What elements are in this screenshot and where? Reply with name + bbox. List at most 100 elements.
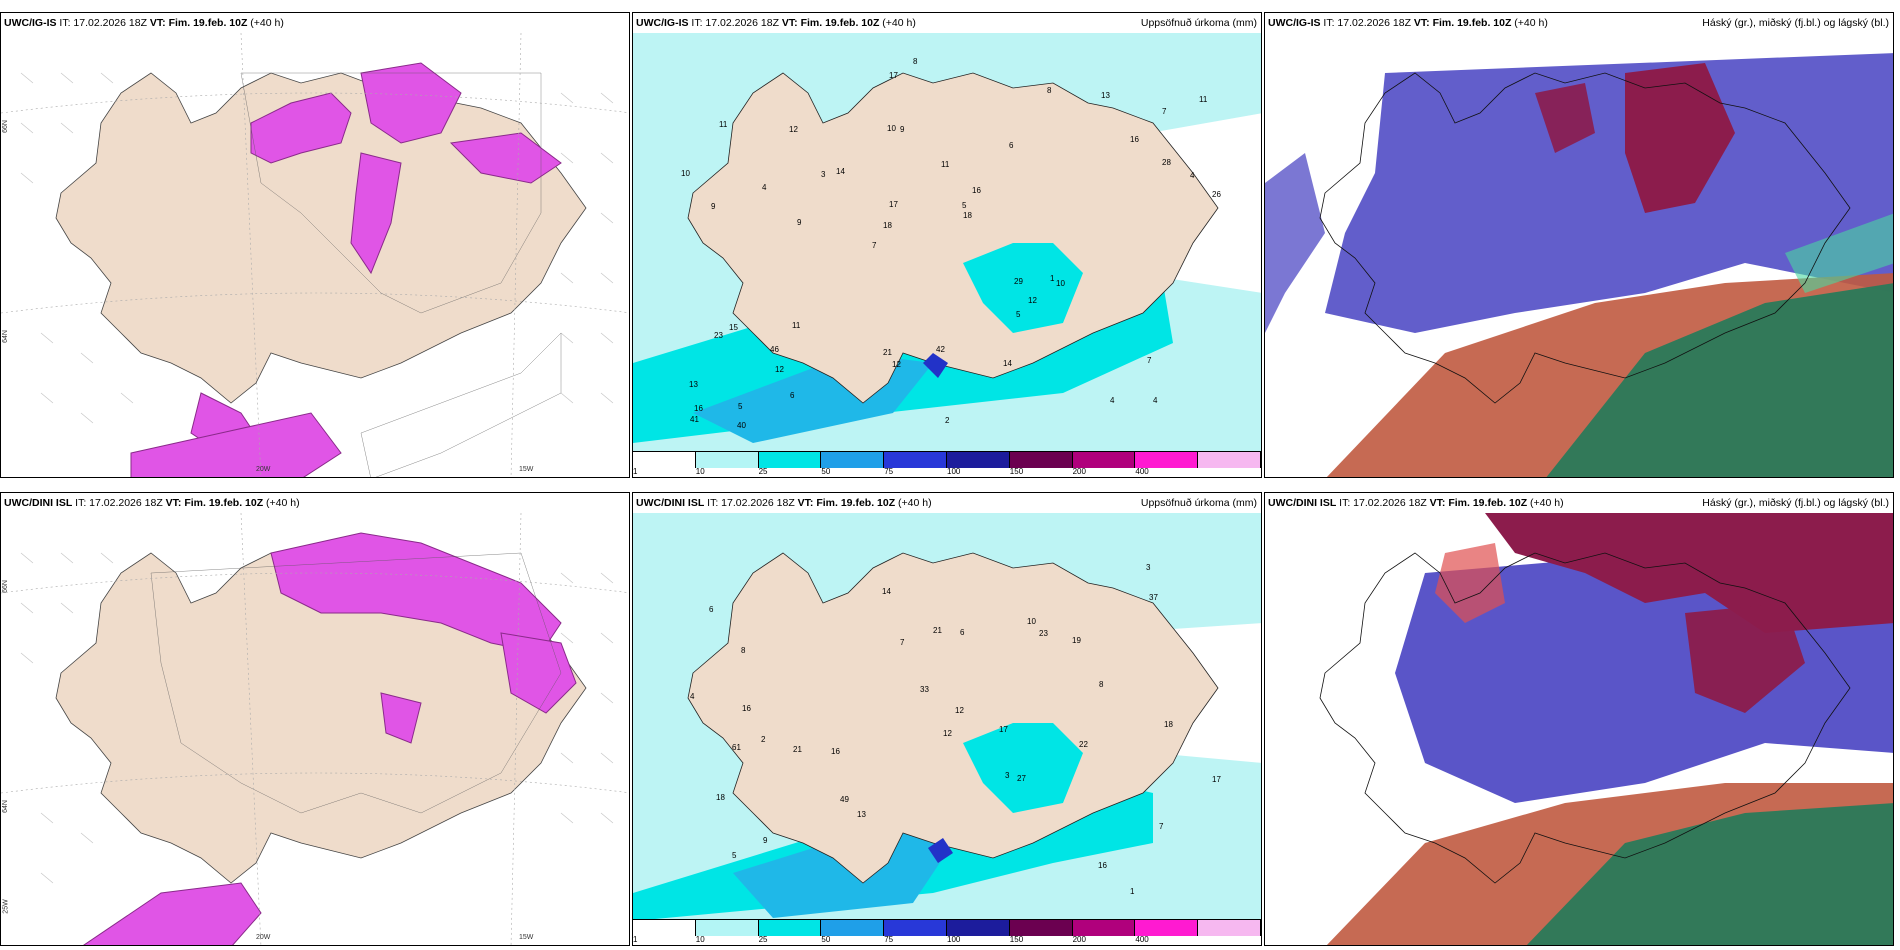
precip-value-label: 33 <box>920 685 929 694</box>
precip-legend-bottom: 1 10 25 50 75 100 150 200 400 <box>633 919 1261 945</box>
precip-value-label: 16 <box>1130 135 1139 144</box>
legend-swatch <box>1198 920 1261 936</box>
precip-value-label: 19 <box>1072 636 1081 645</box>
precip-value-label: 9 <box>711 202 716 211</box>
legend-tick-label: 1 <box>633 467 638 476</box>
legend-swatch <box>946 452 1010 468</box>
precip-value-label: 18 <box>883 221 892 230</box>
precip-value-label: 7 <box>1147 356 1152 365</box>
precip-value-label: 8 <box>1047 86 1052 95</box>
precip-value-label: 61 <box>732 743 741 752</box>
legend-swatch <box>1009 452 1073 468</box>
iceland-landmass <box>687 72 1219 404</box>
legend-tick-label: 10 <box>695 467 705 476</box>
iceland-landmass <box>687 552 1219 884</box>
precip-map-top: 4977651011151413129161011172629281821171… <box>633 33 1261 453</box>
precip-value-label: 27 <box>1017 774 1026 783</box>
precip-value-label: 5 <box>962 201 967 210</box>
precip-value-label: 4 <box>1153 396 1158 405</box>
panel-header: UWC/DINI ISL IT: 17.02.2026 18Z VT: Fim.… <box>1265 493 1893 513</box>
precip-value-label: 37 <box>1149 593 1158 602</box>
precip-value-label: 4 <box>762 183 767 192</box>
legend-tick-label: 25 <box>758 467 768 476</box>
legend-tick-label: 75 <box>884 467 894 476</box>
precip-value-label: 4 <box>1190 171 1195 180</box>
precip-value-label: 11 <box>719 120 728 129</box>
panel-header: UWC/IG-IS IT: 17.02.2026 18Z VT: Fim. 19… <box>1265 13 1893 33</box>
legend-swatch <box>1009 920 1073 936</box>
precip-value-label: 7 <box>1159 822 1164 831</box>
precip-value-label: 13 <box>1101 91 1110 100</box>
precip-value-label: 41 <box>690 415 699 424</box>
precip-value-label: 2 <box>945 416 950 425</box>
precip-value-label: 5 <box>1016 310 1021 319</box>
lat-label-64: 64N <box>1 800 9 813</box>
snow-map-top <box>1 33 629 477</box>
precip-value-label: 22 <box>1079 740 1088 749</box>
precip-value-label: 12 <box>943 729 952 738</box>
legend-swatch <box>1072 920 1136 936</box>
precip-value-label: 6 <box>1009 141 1014 150</box>
precip-value-label: 29 <box>1014 277 1023 286</box>
precip-value-label: 9 <box>763 836 768 845</box>
precip-value-label: 9 <box>797 218 802 227</box>
legend-swatch <box>821 920 885 936</box>
precip-value-label: 9 <box>900 125 905 134</box>
iceland-outline <box>1319 72 1851 404</box>
precip-value-label: 23 <box>1039 629 1048 638</box>
precip-value-label: 17 <box>889 200 898 209</box>
legend-swatch <box>1135 452 1199 468</box>
hatched-area <box>240 72 562 477</box>
precip-value-label: 11 <box>941 160 950 169</box>
precip-value-label: 18 <box>716 793 725 802</box>
legend-swatch <box>946 920 1010 936</box>
iceland-landmass <box>55 72 587 404</box>
precip-value-label: 12 <box>775 365 784 374</box>
iceland-landmass <box>55 552 587 884</box>
panel-snow-bottom: UWC/DINI ISL IT: 17.02.2026 18Z VT: Fim.… <box>0 492 630 946</box>
precip-value-label: 12 <box>955 706 964 715</box>
precip-value-label: 7 <box>1162 107 1167 116</box>
panel-cloud-bottom: UWC/DINI ISL IT: 17.02.2026 18Z VT: Fim.… <box>1264 492 1894 946</box>
precip-value-label: 4 <box>1110 396 1115 405</box>
precip-value-label: 23 <box>714 331 723 340</box>
legend-tick-label: 10 <box>695 935 705 944</box>
hatched-area <box>150 552 562 814</box>
panel-snow-top: UWC/IG-IS IT: 17.02.2026 18Z VT: Fim. 19… <box>0 12 630 478</box>
legend-swatch <box>884 452 947 468</box>
snow-map-bottom <box>1 513 629 945</box>
precip-value-label: 10 <box>1027 617 1036 626</box>
precip-value-label: 6 <box>790 391 795 400</box>
precip-value-label: 3 <box>821 170 826 179</box>
lon-label-15: 15W <box>519 466 534 473</box>
legend-swatch <box>884 920 947 936</box>
precip-value-label: 49 <box>840 795 849 804</box>
iceland-outline <box>1319 552 1851 884</box>
precip-value-label: 12 <box>789 125 798 134</box>
precip-value-label: 26 <box>1212 190 1221 199</box>
precip-title: Uppsöfnuð úrkoma (mm) <box>1140 497 1257 509</box>
snow-areas <box>83 532 577 945</box>
precip-value-label: 16 <box>694 404 703 413</box>
precip-value-label: 10 <box>1056 279 1065 288</box>
precip-value-label: 21 <box>933 626 942 635</box>
precip-value-label: 11 <box>792 321 801 330</box>
legend-tick-label: 1 <box>633 935 638 944</box>
precip-value-label: 17 <box>889 71 898 80</box>
panel-header: UWC/DINI ISL IT: 17.02.2026 18Z VT: Fim.… <box>1 493 629 513</box>
lon-label-25: 25W <box>2 899 10 914</box>
precip-value-label: 46 <box>770 345 779 354</box>
legend-tick-label: 150 <box>1009 935 1024 944</box>
legend-tick-label: 75 <box>884 935 894 944</box>
panel-header: UWC/IG-IS IT: 17.02.2026 18Z VT: Fim. 19… <box>633 13 1261 33</box>
panel-precip-top: UWC/IG-IS IT: 17.02.2026 18Z VT: Fim. 19… <box>632 12 1262 478</box>
legend-swatch <box>1072 452 1136 468</box>
precip-value-label: 8 <box>913 57 918 66</box>
precip-value-label: 21 <box>793 745 802 754</box>
precip-value-label: 21 <box>883 348 892 357</box>
precip-value-label: 14 <box>836 167 845 176</box>
precip-value-label: 16 <box>972 186 981 195</box>
precip-value-label: 16 <box>742 704 751 713</box>
precip-value-label: 2 <box>761 735 766 744</box>
cloud-title: Háský (gr.), miðský (fj.bl.) og lágský (… <box>1702 497 1889 509</box>
